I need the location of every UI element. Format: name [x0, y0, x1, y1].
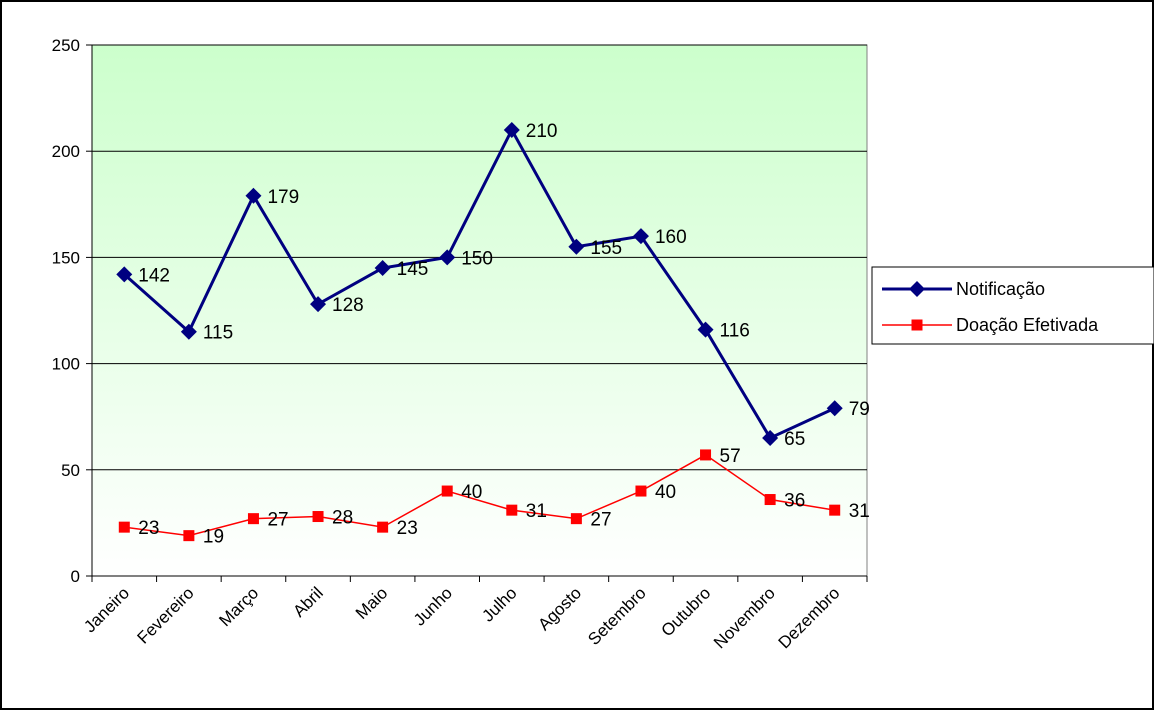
data-point-square	[118, 521, 130, 533]
plot-background	[91, 44, 868, 577]
legend-label: Notificação	[956, 279, 1045, 299]
data-label: 28	[332, 508, 353, 529]
data-label: 40	[655, 482, 676, 503]
data-label: 40	[461, 482, 482, 503]
data-label: 142	[138, 265, 170, 286]
legend-label: Doação Efetivada	[956, 315, 1099, 335]
data-label: 160	[655, 227, 687, 248]
data-point-diamond	[245, 187, 262, 204]
data-label: 128	[332, 295, 364, 316]
data-label: 27	[590, 510, 611, 531]
data-point-square	[441, 485, 453, 497]
legend-square-icon	[911, 319, 923, 331]
data-label: 23	[397, 518, 418, 539]
data-label: 23	[138, 518, 159, 539]
x-tick-label: Outubro	[657, 583, 714, 640]
data-label: 31	[526, 501, 547, 522]
x-tick-label: Janeiro	[80, 583, 133, 636]
data-label: 155	[590, 238, 622, 259]
data-point-diamond	[374, 260, 391, 277]
data-point-diamond	[568, 238, 585, 255]
data-point-square	[570, 513, 582, 525]
data-point-square	[312, 511, 324, 523]
y-tick-label: 200	[52, 142, 80, 161]
data-label: 179	[267, 187, 299, 208]
legend-item: Doação Efetivada	[882, 315, 1099, 335]
data-point-square	[764, 494, 776, 506]
x-tick-label: Setembro	[584, 583, 650, 649]
data-label: 115	[203, 323, 233, 344]
y-tick-label: 150	[52, 248, 80, 267]
data-label: 116	[720, 321, 750, 342]
data-point-square	[829, 504, 841, 516]
series-doacao-efetivada: 23 19 27 28 23 40 31 27 40 57 36 31	[118, 446, 870, 548]
data-point-square	[247, 513, 259, 525]
data-point-square	[506, 504, 518, 516]
data-label: 210	[526, 121, 558, 142]
x-tick-label: Dezembro	[775, 583, 844, 652]
data-label: 27	[267, 510, 288, 531]
data-point-square	[377, 521, 389, 533]
x-tick-label: Novembro	[710, 583, 779, 652]
data-point-diamond	[310, 296, 327, 313]
data-point-diamond	[632, 228, 649, 245]
legend-diamond-icon	[909, 281, 925, 297]
x-tick-label: Março	[215, 583, 262, 630]
data-point-square	[183, 530, 195, 542]
data-point-square	[700, 449, 712, 461]
series-line	[124, 454, 835, 537]
data-point-diamond	[180, 323, 197, 340]
data-point-diamond	[697, 321, 714, 338]
data-point-square	[635, 485, 647, 497]
data-point-diamond	[503, 121, 520, 138]
data-label: 150	[461, 248, 493, 269]
legend-box	[871, 266, 1154, 345]
x-tick-label: Maio	[352, 583, 391, 622]
data-point-diamond	[762, 429, 779, 446]
y-tick-label: 250	[52, 36, 80, 55]
data-point-diamond	[439, 249, 456, 266]
data-label: 57	[720, 446, 741, 467]
data-label: 65	[784, 429, 805, 450]
data-label: 145	[397, 259, 429, 280]
y-tick-label: 100	[52, 355, 80, 374]
legend-item: Notificação	[882, 279, 1045, 299]
data-label: 79	[849, 399, 870, 420]
x-tick-label: Fevereiro	[133, 583, 197, 647]
data-label: 19	[203, 527, 224, 548]
y-tick-label: 50	[61, 461, 80, 480]
plot-area	[91, 44, 868, 577]
x-tick-label: Julho	[478, 583, 520, 625]
data-point-diamond	[116, 266, 133, 283]
series-notificacao: 142 115 179 128 145 150 210 155 160 116 65 79	[116, 121, 870, 450]
x-tick-label: Agosto	[534, 583, 585, 634]
gridlines	[92, 44, 867, 471]
series-line	[123, 126, 836, 440]
y-tick-label: 0	[71, 567, 80, 586]
x-tick-label: Junho	[410, 583, 456, 629]
legend: Notificação Doação Efetivada	[871, 266, 1154, 345]
series-layer: 142 115 179 128 145 150 210 155 160 116 65 79 23 19 27…	[116, 121, 870, 548]
x-tick-label: Abril	[289, 583, 326, 620]
data-label: 31	[849, 501, 870, 522]
data-label: 36	[784, 491, 805, 512]
data-point-diamond	[826, 400, 843, 417]
